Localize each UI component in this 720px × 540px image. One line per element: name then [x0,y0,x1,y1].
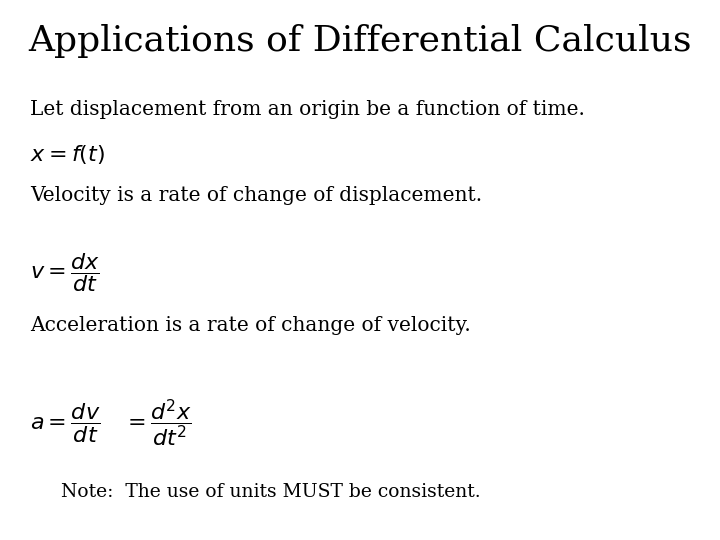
Text: Let displacement from an origin be a function of time.: Let displacement from an origin be a fun… [30,100,585,119]
Text: Acceleration is a rate of change of velocity.: Acceleration is a rate of change of velo… [30,316,471,335]
Text: Applications of Differential Calculus: Applications of Differential Calculus [28,24,692,58]
Text: $v = \dfrac{dx}{dt}$: $v = \dfrac{dx}{dt}$ [30,251,100,294]
Text: Note:  The use of units MUST be consistent.: Note: The use of units MUST be consisten… [61,483,481,501]
Text: $x = f(t)$: $x = f(t)$ [30,143,105,166]
Text: $a = \dfrac{dv}{dt} \quad = \dfrac{d^2x}{dt^2}$: $a = \dfrac{dv}{dt} \quad = \dfrac{d^2x}… [30,397,192,449]
Text: Velocity is a rate of change of displacement.: Velocity is a rate of change of displace… [30,186,482,205]
